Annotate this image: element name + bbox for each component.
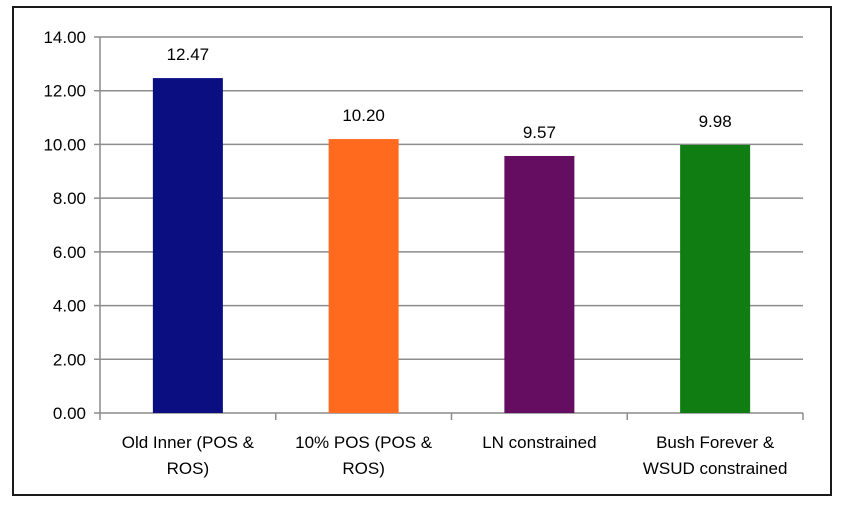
y-tick-label: 4.00 — [53, 297, 86, 316]
x-category-label: ROS) — [167, 459, 210, 478]
data-label: 12.47 — [167, 45, 210, 64]
y-tick-label: 10.00 — [43, 135, 86, 154]
x-category-label: WSUD constrained — [643, 459, 788, 478]
y-tick-label: 2.00 — [53, 350, 86, 369]
data-label: 9.98 — [699, 112, 732, 131]
y-tick-label: 8.00 — [53, 189, 86, 208]
y-tick-label: 14.00 — [43, 28, 86, 47]
x-category-label: 10% POS (POS & — [295, 433, 433, 452]
x-category-label: ROS) — [342, 459, 385, 478]
data-label: 10.20 — [342, 106, 385, 125]
data-label: 9.57 — [523, 123, 556, 142]
bar — [504, 155, 575, 413]
bar — [328, 139, 399, 414]
x-category-label: LN constrained — [482, 433, 596, 452]
y-tick-label: 12.00 — [43, 82, 86, 101]
x-category-label: Old Inner (POS & — [122, 433, 255, 452]
bar — [680, 144, 751, 414]
y-tick-label: 0.00 — [53, 404, 86, 423]
y-tick-label: 6.00 — [53, 243, 86, 262]
bar — [152, 78, 223, 413]
x-category-label: Bush Forever & — [656, 433, 775, 452]
